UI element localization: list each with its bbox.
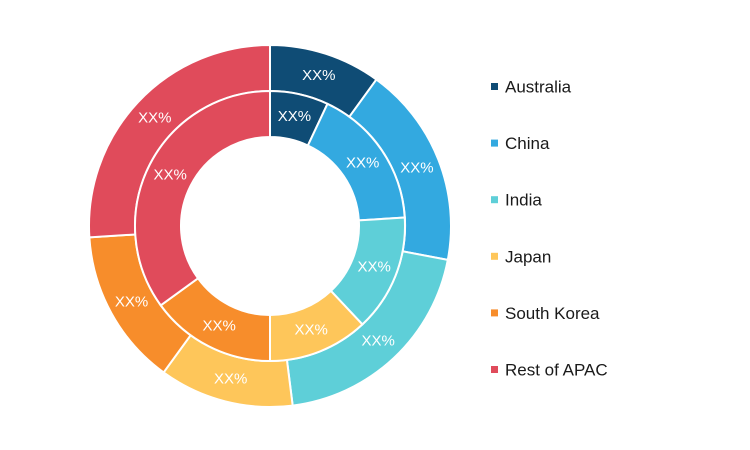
inner-slice-label-south-korea: XX% — [202, 317, 235, 334]
inner-slice-label-japan: XX% — [295, 322, 328, 339]
donut-rings: XX% XX% XX% XX% XX% XX% XX% XX% XX% XX% XX% XX% — [88, 43, 452, 408]
outer-slice-label-china: XX% — [400, 159, 433, 176]
inner-slice-label-rest-of-apac: XX% — [154, 167, 187, 184]
inner-slice-label-australia: XX% — [278, 108, 311, 125]
legend-label-rest-of-apac: Rest of APAC — [505, 361, 608, 380]
legend-swatch-japan — [491, 252, 498, 260]
inner-slice-label-india: XX% — [357, 259, 390, 276]
legend-swatch-india — [491, 196, 498, 204]
outer-slice-label-india: XX% — [361, 333, 394, 350]
legend-label-china: China — [505, 134, 550, 153]
outer-slice-label-australia: XX% — [302, 67, 335, 84]
legend-label-south-korea: South Korea — [505, 304, 600, 323]
legend-swatch-rest-of-apac — [491, 366, 498, 373]
legend-swatch-australia — [491, 83, 498, 90]
outer-slice-label-rest-of-apac: XX% — [138, 109, 171, 126]
legend-swatch-china — [491, 139, 498, 147]
inner-slice-rest-of-apac — [134, 89, 271, 307]
legend-swatch-south-korea — [491, 309, 498, 317]
inner-slice-label-china: XX% — [346, 155, 379, 172]
legend-label-japan: Japan — [505, 247, 551, 266]
outer-slice-label-south-korea: XX% — [115, 294, 148, 311]
legend-label-australia: Australia — [505, 78, 572, 97]
legend-label-india: India — [505, 191, 542, 210]
legend: Australia China India Japan South Korea Rest … — [491, 78, 608, 380]
outer-slice-label-japan: XX% — [214, 371, 247, 388]
